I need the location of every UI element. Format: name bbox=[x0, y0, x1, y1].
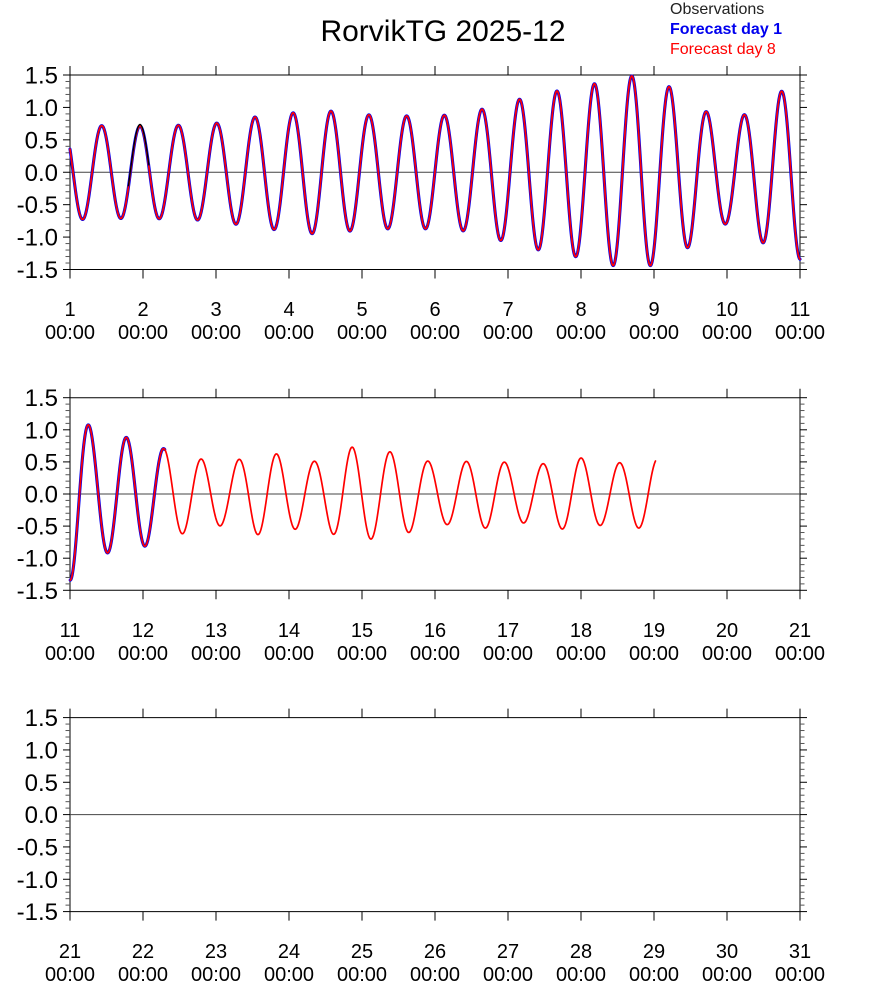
svg-text:-1.5: -1.5 bbox=[17, 899, 58, 926]
svg-text:00:00: 00:00 bbox=[191, 964, 241, 986]
svg-text:00:00: 00:00 bbox=[629, 964, 679, 986]
svg-text:-0.5: -0.5 bbox=[17, 834, 58, 861]
svg-text:-1.0: -1.0 bbox=[17, 867, 58, 894]
svg-text:0.5: 0.5 bbox=[25, 449, 58, 476]
svg-text:00:00: 00:00 bbox=[118, 322, 168, 344]
svg-text:00:00: 00:00 bbox=[629, 643, 679, 665]
svg-text:00:00: 00:00 bbox=[337, 643, 387, 665]
svg-text:19: 19 bbox=[643, 620, 665, 642]
svg-text:18: 18 bbox=[570, 620, 592, 642]
svg-text:-1.5: -1.5 bbox=[17, 257, 58, 284]
svg-text:23: 23 bbox=[205, 941, 227, 963]
svg-text:1.0: 1.0 bbox=[25, 417, 58, 444]
svg-text:11: 11 bbox=[790, 299, 811, 321]
svg-text:00:00: 00:00 bbox=[337, 322, 387, 344]
svg-text:00:00: 00:00 bbox=[264, 964, 314, 986]
svg-text:Observations: Observations bbox=[670, 1, 764, 18]
svg-text:00:00: 00:00 bbox=[191, 322, 241, 344]
svg-text:21: 21 bbox=[59, 941, 81, 963]
svg-text:00:00: 00:00 bbox=[118, 643, 168, 665]
svg-text:Forecast day 1: Forecast day 1 bbox=[670, 21, 782, 38]
svg-text:2: 2 bbox=[137, 299, 148, 321]
svg-text:21: 21 bbox=[789, 620, 811, 642]
svg-text:6: 6 bbox=[429, 299, 440, 321]
svg-text:00:00: 00:00 bbox=[45, 322, 95, 344]
svg-text:00:00: 00:00 bbox=[191, 643, 241, 665]
svg-text:10: 10 bbox=[716, 299, 738, 321]
svg-text:00:00: 00:00 bbox=[556, 964, 606, 986]
svg-text:00:00: 00:00 bbox=[702, 643, 752, 665]
svg-text:27: 27 bbox=[497, 941, 519, 963]
svg-text:00:00: 00:00 bbox=[264, 643, 314, 665]
svg-text:00:00: 00:00 bbox=[556, 322, 606, 344]
svg-text:00:00: 00:00 bbox=[629, 322, 679, 344]
svg-text:00:00: 00:00 bbox=[45, 964, 95, 986]
svg-text:Forecast day 8: Forecast day 8 bbox=[670, 41, 776, 58]
svg-text:-1.5: -1.5 bbox=[17, 578, 58, 605]
svg-text:20: 20 bbox=[716, 620, 738, 642]
svg-text:00:00: 00:00 bbox=[410, 322, 460, 344]
svg-text:00:00: 00:00 bbox=[702, 964, 752, 986]
svg-text:00:00: 00:00 bbox=[483, 964, 533, 986]
svg-text:-1.0: -1.0 bbox=[17, 225, 58, 252]
svg-text:1.0: 1.0 bbox=[25, 95, 58, 122]
svg-text:22: 22 bbox=[132, 941, 154, 963]
svg-text:11: 11 bbox=[60, 620, 81, 642]
svg-text:1.0: 1.0 bbox=[25, 737, 58, 764]
svg-text:30: 30 bbox=[716, 941, 738, 963]
svg-text:-0.5: -0.5 bbox=[17, 514, 58, 541]
svg-text:9: 9 bbox=[648, 299, 659, 321]
svg-text:00:00: 00:00 bbox=[483, 322, 533, 344]
svg-text:13: 13 bbox=[205, 620, 227, 642]
svg-text:-1.0: -1.0 bbox=[17, 546, 58, 573]
svg-text:00:00: 00:00 bbox=[264, 322, 314, 344]
svg-text:00:00: 00:00 bbox=[556, 643, 606, 665]
svg-text:0.0: 0.0 bbox=[25, 482, 58, 509]
svg-text:00:00: 00:00 bbox=[410, 964, 460, 986]
svg-text:1: 1 bbox=[64, 299, 75, 321]
svg-text:00:00: 00:00 bbox=[775, 964, 825, 986]
svg-text:00:00: 00:00 bbox=[775, 643, 825, 665]
svg-text:1.5: 1.5 bbox=[25, 705, 58, 732]
svg-text:00:00: 00:00 bbox=[337, 964, 387, 986]
svg-text:-0.5: -0.5 bbox=[17, 192, 58, 219]
svg-text:24: 24 bbox=[278, 941, 300, 963]
svg-text:14: 14 bbox=[278, 620, 300, 642]
svg-text:00:00: 00:00 bbox=[483, 643, 533, 665]
svg-text:1.5: 1.5 bbox=[25, 63, 58, 90]
svg-text:00:00: 00:00 bbox=[775, 322, 825, 344]
svg-text:00:00: 00:00 bbox=[45, 643, 95, 665]
svg-text:RorvikTG 2025-12: RorvikTG 2025-12 bbox=[320, 15, 565, 48]
svg-text:00:00: 00:00 bbox=[118, 964, 168, 986]
svg-text:1.5: 1.5 bbox=[25, 385, 58, 412]
svg-text:3: 3 bbox=[210, 299, 221, 321]
svg-text:00:00: 00:00 bbox=[410, 643, 460, 665]
svg-text:15: 15 bbox=[351, 620, 373, 642]
svg-text:4: 4 bbox=[283, 299, 294, 321]
svg-text:25: 25 bbox=[351, 941, 373, 963]
svg-text:8: 8 bbox=[575, 299, 586, 321]
svg-text:29: 29 bbox=[643, 941, 665, 963]
svg-text:31: 31 bbox=[789, 941, 811, 963]
svg-text:28: 28 bbox=[570, 941, 592, 963]
svg-text:0.0: 0.0 bbox=[25, 802, 58, 829]
svg-text:26: 26 bbox=[424, 941, 446, 963]
svg-text:00:00: 00:00 bbox=[702, 322, 752, 344]
svg-text:0.5: 0.5 bbox=[25, 770, 58, 797]
svg-text:12: 12 bbox=[132, 620, 154, 642]
svg-text:0.0: 0.0 bbox=[25, 160, 58, 187]
svg-text:16: 16 bbox=[424, 620, 446, 642]
svg-text:17: 17 bbox=[497, 620, 519, 642]
svg-text:5: 5 bbox=[356, 299, 367, 321]
svg-text:0.5: 0.5 bbox=[25, 127, 58, 154]
svg-text:7: 7 bbox=[502, 299, 513, 321]
